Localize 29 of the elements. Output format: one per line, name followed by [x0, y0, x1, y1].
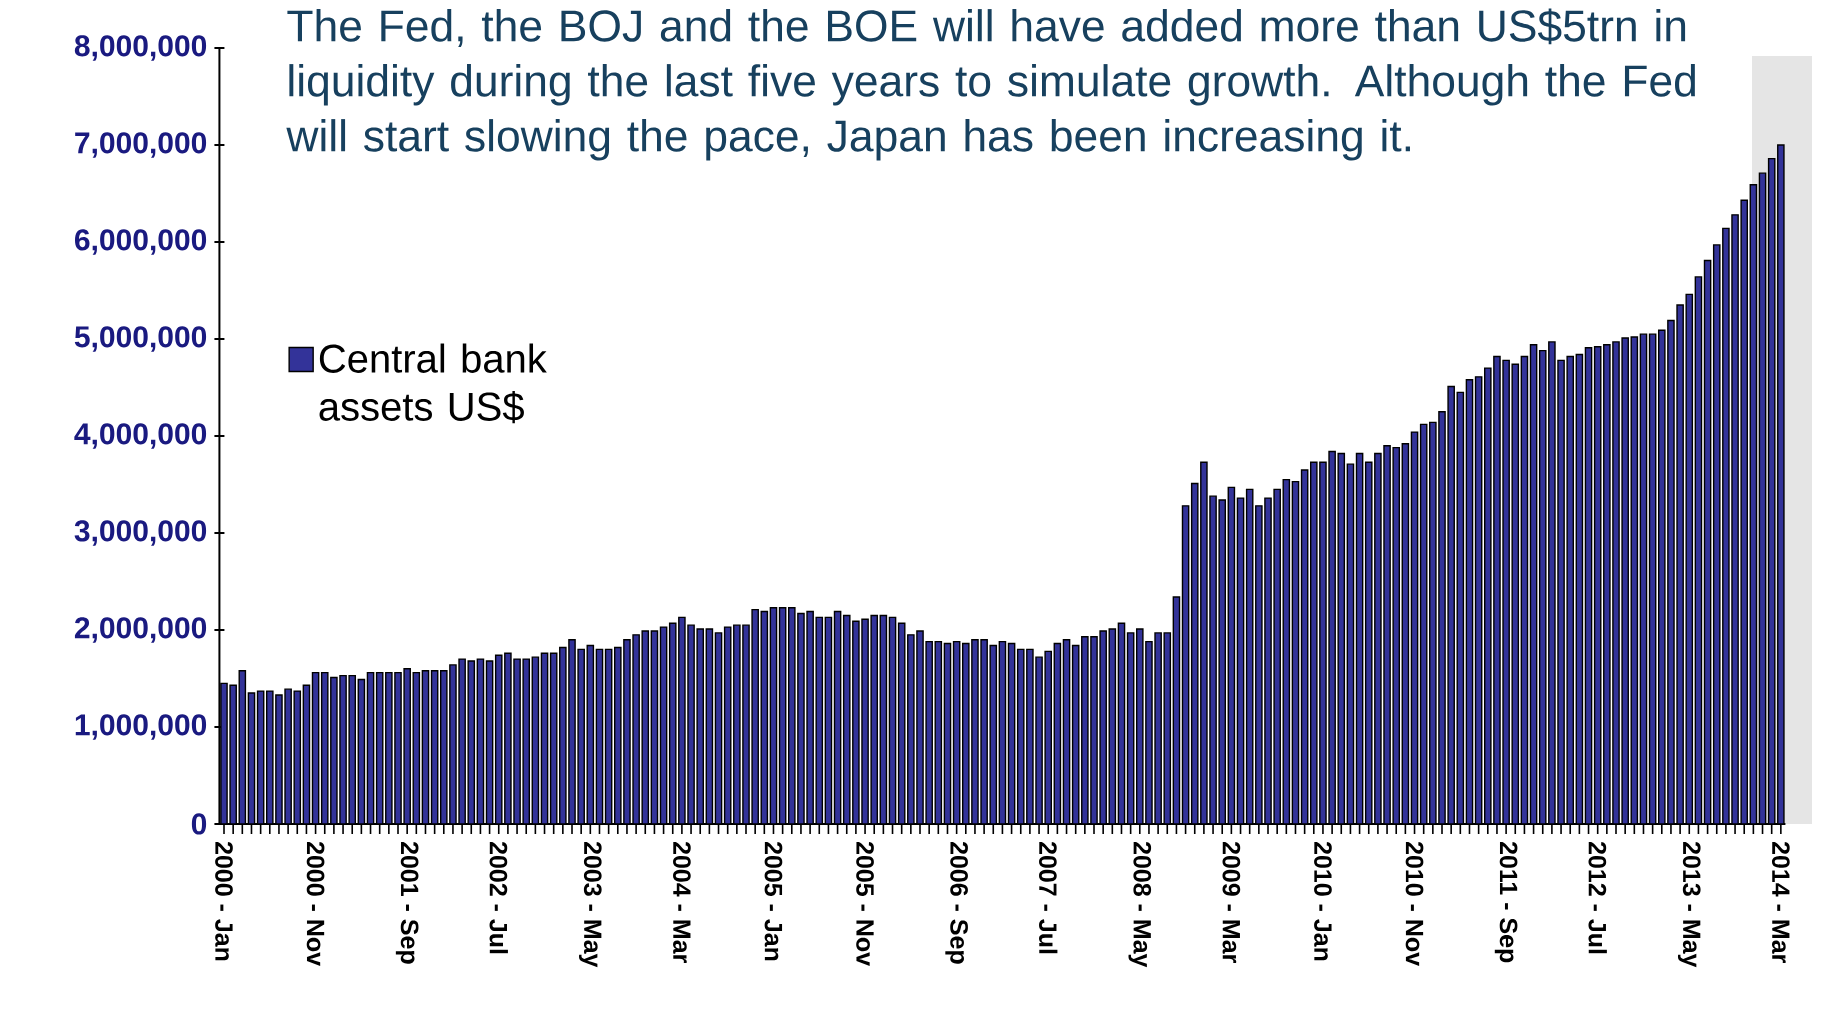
y-tick-label: 5,000,000 — [74, 326, 207, 352]
x-tick-label: 2005 - Jan — [764, 841, 783, 961]
y-tick-label: 4,000,000 — [74, 423, 207, 449]
y-tick-label: 1,000,000 — [75, 714, 207, 740]
x-tick-label: 2000 - Nov — [306, 841, 325, 966]
x-tick-label: 2004 - Mar — [673, 841, 691, 963]
x-tick-label: 2010 - Nov — [1405, 841, 1424, 966]
y-tick-label: 8,000,000 — [74, 35, 207, 61]
x-tick-label: 2007 - Jul — [1039, 841, 1058, 954]
x-tick-label: 2006 - Sep — [945, 841, 968, 964]
x-tick-label: 2002 - Jul — [489, 841, 508, 954]
y-tick-label: 2,000,000 — [74, 617, 207, 643]
y-tick-label: 6,000,000 — [75, 229, 207, 255]
legend-label: Central bank assets US$ — [319, 343, 547, 424]
x-tick-label: 2008 - May — [1128, 841, 1152, 968]
x-tick-label: 2012 - Jul — [1588, 841, 1607, 954]
y-tick-label: 7,000,000 — [75, 132, 207, 158]
x-tick-label: 2001 - Sep — [395, 841, 419, 964]
x-tick-label: 2009 - Mar — [1222, 841, 1241, 963]
x-tick-label: 2014 - Mar — [1771, 841, 1790, 963]
x-tick-label: 2003 - May — [579, 841, 602, 968]
x-tick-label: 2005 - Nov — [856, 841, 874, 966]
x-tick-label: 2013 - May — [1677, 841, 1701, 968]
x-tick-label: 2010 - Jan — [1314, 841, 1332, 961]
x-tick-label: 2011 - Sep — [1494, 841, 1518, 963]
y-tick-label: 3,000,000 — [74, 520, 207, 546]
chart-title: The Fed, the BOJ and the BOE will have added more than US$5trn in liquidity during the last five years to simulate growth. Although the Fed will start slowing the pace, Japan has been increasing it. — [286, 8, 1695, 161]
y-tick-label: 0 — [191, 813, 207, 835]
x-tick-label: 2000 - Jan — [215, 841, 233, 961]
